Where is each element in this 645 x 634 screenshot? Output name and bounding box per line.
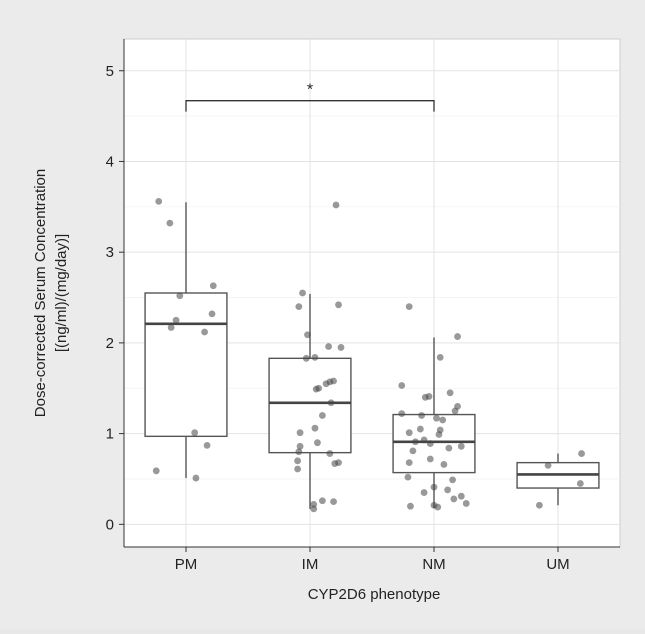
data-point: [457, 442, 465, 450]
data-point: [576, 480, 584, 487]
data-point: [167, 324, 175, 331]
data-point: [311, 354, 319, 361]
data-point: [325, 343, 332, 350]
data-point: [327, 399, 335, 407]
data-point: [420, 489, 428, 496]
x-tick-label: PM: [175, 556, 198, 573]
y-tick-label: 2: [106, 335, 114, 352]
data-point: [409, 447, 417, 455]
data-point: [172, 316, 180, 324]
data-point: [444, 486, 452, 494]
x-tick-label: UM: [546, 556, 569, 573]
data-point: [319, 497, 326, 505]
data-point: [296, 442, 304, 450]
data-point: [439, 416, 447, 424]
y-axis-title-line2: [(ng/ml)/(mg/day)]: [53, 234, 70, 352]
data-point: [454, 333, 461, 340]
data-point: [312, 385, 320, 393]
data-point: [208, 310, 216, 318]
data-point: [407, 502, 414, 510]
data-point: [430, 483, 438, 491]
x-tick-label: IM: [302, 556, 319, 573]
data-point: [398, 382, 406, 389]
significance-bracket: [185, 100, 435, 112]
y-axis-title-line1: Dose-corrected Serum Concentration: [32, 169, 49, 417]
data-point: [426, 455, 434, 463]
data-point: [449, 476, 456, 484]
data-point: [192, 474, 200, 482]
data-point: [302, 354, 310, 362]
data-point: [544, 461, 552, 469]
data-point: [203, 442, 211, 449]
data-point: [405, 429, 413, 437]
significance-annotation: *: [185, 82, 435, 112]
data-point: [299, 289, 306, 297]
boxes-layer: [144, 202, 600, 509]
box-im: [268, 357, 352, 454]
gridlines: [124, 39, 620, 547]
data-point: [434, 503, 442, 511]
data-point: [440, 461, 448, 468]
data-point: [451, 407, 459, 415]
data-point: [398, 410, 406, 418]
data-point: [426, 440, 434, 447]
significance-star: *: [307, 82, 313, 99]
data-point: [322, 380, 330, 388]
data-point: [332, 201, 340, 209]
data-point: [436, 354, 444, 361]
y-tick-label: 4: [106, 153, 114, 170]
data-point: [295, 448, 303, 456]
data-point: [446, 389, 454, 397]
x-tick-label: NM: [422, 556, 445, 573]
data-point: [404, 473, 412, 481]
data-point: [335, 301, 342, 309]
data-point: [155, 197, 163, 205]
data-point: [152, 467, 160, 475]
data-point: [536, 501, 543, 509]
data-point: [310, 505, 318, 513]
data-point: [331, 460, 339, 467]
points-layer: [152, 197, 585, 513]
data-point: [445, 444, 453, 452]
data-point: [405, 303, 413, 311]
y-tick-label: 3: [106, 244, 114, 261]
data-point: [314, 439, 321, 447]
data-point: [319, 412, 326, 419]
data-point: [294, 457, 301, 465]
x-axis-title: CYP2D6 phenotype: [308, 586, 441, 603]
data-point: [295, 303, 303, 311]
data-point: [416, 425, 424, 433]
data-point: [330, 498, 337, 506]
data-point: [457, 492, 465, 500]
data-point: [209, 282, 217, 290]
data-point: [296, 429, 304, 437]
data-point: [421, 393, 429, 401]
data-point: [462, 500, 470, 507]
data-point: [201, 328, 209, 336]
data-point: [294, 465, 301, 473]
data-point: [191, 429, 199, 437]
data-point: [337, 344, 345, 351]
data-point: [418, 412, 425, 419]
data-point: [578, 450, 585, 457]
data-point: [420, 436, 428, 444]
y-tick-label: 0: [106, 516, 114, 533]
data-point: [326, 450, 334, 457]
data-point: [176, 292, 184, 300]
data-point: [450, 495, 458, 503]
data-point: [435, 431, 443, 438]
y-tick-label: 5: [106, 63, 114, 80]
y-tick-label: 1: [106, 426, 114, 443]
y-axis-title: Dose-corrected Serum Concentration [(ng/…: [32, 169, 70, 417]
data-point: [412, 438, 419, 446]
data-point: [311, 424, 319, 432]
data-point: [433, 414, 440, 422]
data-point: [304, 331, 311, 339]
data-point: [166, 219, 174, 227]
data-point: [405, 459, 413, 467]
axes-layer: 0 1 2 3 4 5 PM IM NM UM: [106, 39, 620, 573]
